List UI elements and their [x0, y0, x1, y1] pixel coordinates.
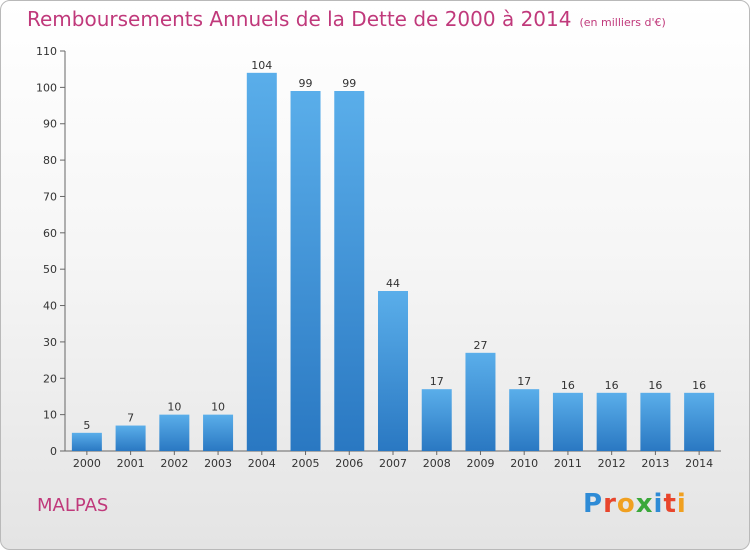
x-tick-label: 2009: [466, 457, 494, 470]
y-tick-label: 100: [36, 81, 57, 94]
bar: [203, 414, 234, 451]
y-tick-label: 30: [43, 336, 57, 349]
x-tick-label: 2011: [554, 457, 582, 470]
x-tick-label: 2003: [204, 457, 232, 470]
x-tick-label: 2012: [598, 457, 626, 470]
bar-value-label: 10: [167, 401, 181, 414]
bar: [159, 414, 190, 451]
bar: [246, 72, 277, 452]
x-tick-label: 2001: [117, 457, 145, 470]
chart-unit-note: (en milliers d'€): [579, 16, 666, 29]
y-tick-label: 110: [36, 45, 57, 58]
x-tick-label: 2010: [510, 457, 538, 470]
x-tick-label: 2002: [160, 457, 188, 470]
x-tick-label: 2007: [379, 457, 407, 470]
bar: [71, 432, 102, 451]
bar-value-label: 16: [648, 379, 662, 392]
bar-value-label: 17: [430, 375, 444, 388]
y-tick-label: 80: [43, 154, 57, 167]
bar-value-label: 7: [127, 412, 134, 425]
y-tick-label: 0: [50, 445, 57, 458]
bar-value-label: 99: [342, 77, 356, 90]
chart-title-text: Remboursements Annuels de la Dette de 20…: [27, 7, 572, 31]
y-tick-label: 70: [43, 190, 57, 203]
y-tick-label: 60: [43, 227, 57, 240]
y-tick-label: 40: [43, 300, 57, 313]
bar: [509, 389, 540, 451]
bar-value-label: 16: [561, 379, 575, 392]
bar-value-label: 44: [386, 277, 400, 290]
bar-value-label: 27: [473, 339, 487, 352]
bar: [465, 352, 496, 451]
x-tick-label: 2000: [73, 457, 101, 470]
y-tick-label: 90: [43, 118, 57, 131]
proxiti-logo: Proxiti: [583, 489, 687, 519]
town-name: MALPAS: [37, 495, 109, 516]
chart-axes: 0 10 20 30 40 50 60 70 80 90 100 110 2000 2001 2002 200…: [36, 45, 721, 470]
bar-value-label: 17: [517, 375, 531, 388]
chart-title: Remboursements Annuels de la Dette de 20…: [27, 7, 666, 31]
bar: [290, 91, 321, 451]
x-tick-label: 2005: [292, 457, 320, 470]
y-tick-label: 20: [43, 372, 57, 385]
chart-data-labels: 5 7 10 10 104 99 99 44 17 27 17 16 16 16 16: [83, 59, 706, 432]
bar-value-label: 16: [605, 379, 619, 392]
x-tick-label: 2008: [423, 457, 451, 470]
bar: [552, 392, 583, 451]
x-tick-label: 2004: [248, 457, 276, 470]
bar-value-label: 10: [211, 401, 225, 414]
bar: [115, 425, 146, 451]
bar: [640, 392, 671, 451]
bar: [596, 392, 627, 451]
y-tick-label: 50: [43, 263, 57, 276]
bar: [378, 291, 408, 451]
x-tick-label: 2006: [335, 457, 363, 470]
bar-value-label: 99: [299, 77, 313, 90]
bar: [421, 389, 452, 451]
bar-value-label: 5: [83, 419, 90, 432]
x-tick-label: 2014: [685, 457, 713, 470]
bar: [334, 91, 365, 451]
bar: [684, 392, 715, 451]
bar-value-label: 16: [692, 379, 706, 392]
y-tick-label: 10: [43, 409, 57, 422]
chart-bars: [71, 72, 715, 452]
bar-value-label: 104: [251, 59, 272, 72]
x-tick-label: 2013: [641, 457, 669, 470]
